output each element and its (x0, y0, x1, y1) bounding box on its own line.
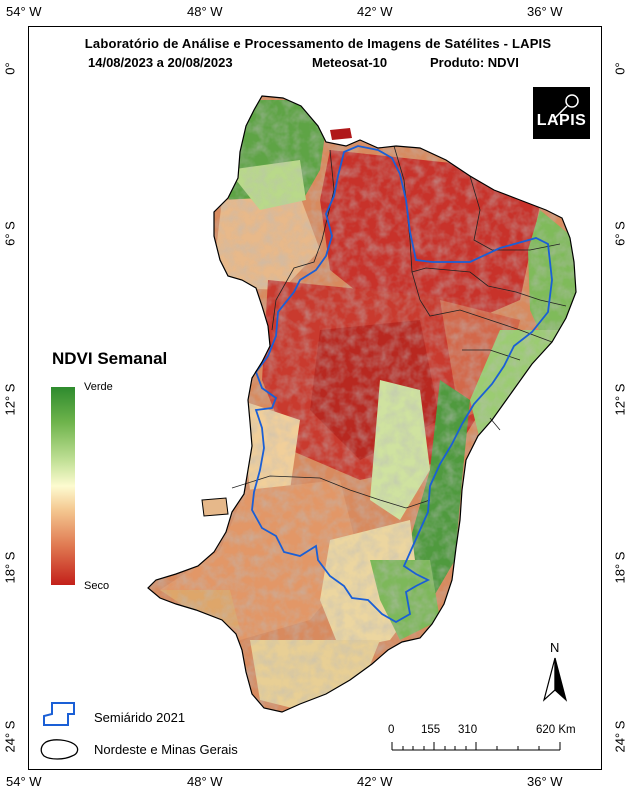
map-satellite: Meteosat-10 (312, 55, 388, 70)
map-title: Laboratório de Análise e Processamento d… (84, 36, 552, 51)
lon-tick-top: 36° W (527, 4, 563, 19)
satellite-icon (554, 94, 579, 119)
lon-tick-bottom: 36° W (527, 774, 563, 789)
scale-label: 0 (388, 724, 395, 736)
coastal-patch (330, 128, 352, 140)
lapis-logo: LAPIS (533, 87, 590, 139)
region-legend-label: Nordeste e Minas Gerais (94, 742, 238, 757)
scale-bar (391, 742, 561, 751)
map-product: Produto: NDVI (430, 55, 519, 70)
north-arrow-icon (542, 657, 568, 702)
detached-area (201, 497, 229, 517)
legend-high-label: Verde (84, 381, 113, 393)
map-frame (28, 26, 602, 770)
lon-tick-bottom: 48° W (187, 774, 223, 789)
semiarid-legend-label: Semiárido 2021 (94, 710, 186, 725)
legend-title: NDVI Semanal (52, 349, 168, 368)
north-arrow-label: N (550, 640, 560, 655)
lon-tick-bottom: 42° W (357, 774, 393, 789)
lon-tick-bottom: 54° W (6, 774, 42, 789)
logo-text: LAPIS (536, 112, 587, 129)
ndvi-raster (148, 96, 576, 712)
ndvi-color-ramp (51, 387, 75, 585)
map-date-range: 14/08/2023 a 20/08/2023 (88, 55, 233, 70)
region-legend-symbol (40, 739, 79, 760)
lon-tick-top: 42° W (357, 4, 393, 19)
legend-low-label: Seco (84, 580, 110, 592)
scale-label: 310 (458, 724, 478, 736)
semiarid-legend-symbol (43, 702, 75, 726)
lon-tick-top: 54° W (6, 4, 42, 19)
lon-tick-top: 48° W (187, 4, 223, 19)
semiarid-boundary (251, 145, 553, 624)
scale-label: 155 (421, 724, 441, 736)
scale-label: 620 Km (536, 724, 576, 736)
